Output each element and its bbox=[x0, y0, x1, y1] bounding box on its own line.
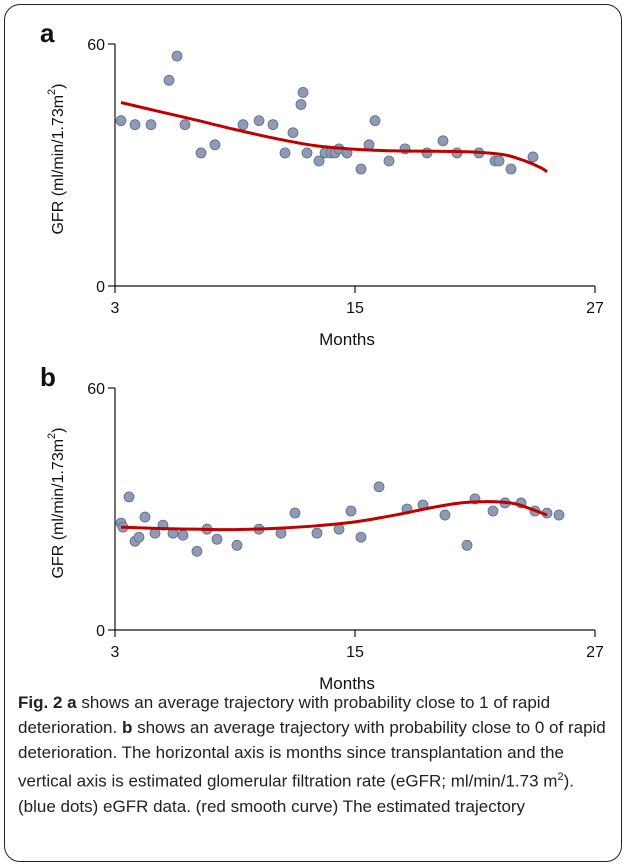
figure-frame bbox=[4, 4, 622, 862]
panel-b-data-point bbox=[191, 545, 203, 557]
panel-b-data-point bbox=[461, 539, 473, 551]
panel-a-data-point bbox=[163, 74, 175, 86]
panel-a-data-point bbox=[297, 87, 309, 98]
panel-a-data-point bbox=[267, 119, 279, 131]
panel-a-data-point bbox=[115, 115, 127, 127]
panel-a-y-axis-label: GFR (ml/min/1.73m2) bbox=[46, 83, 67, 234]
panel-a-label: a bbox=[40, 18, 55, 48]
panel-a-data-point bbox=[301, 147, 313, 159]
panel-b-trajectory-curve bbox=[120, 500, 548, 532]
panel-b-data-point bbox=[373, 481, 385, 493]
panel-b-y-tick-label-60: 60 bbox=[87, 381, 105, 398]
caption-b-label: b bbox=[121, 718, 133, 737]
panel-a-data-point bbox=[237, 119, 249, 131]
panel-a-data-point bbox=[493, 155, 505, 167]
panel-b-data-point bbox=[139, 511, 151, 523]
panel-a-x-tick-label-3: 3 bbox=[111, 300, 120, 317]
panel-b-data-point bbox=[487, 505, 499, 517]
panel-a-data-point bbox=[129, 119, 141, 131]
panel-a-data-point bbox=[505, 163, 517, 175]
panel-b-data-point bbox=[289, 507, 301, 519]
panel-a-x-tick-label-27: 27 bbox=[586, 300, 604, 317]
panel-a-data-point bbox=[421, 147, 433, 159]
caption-a-text: shows an average trajectory with probabi… bbox=[18, 693, 551, 737]
panel-a-x-tick-label-15: 15 bbox=[346, 300, 364, 317]
panel-a-data-point bbox=[363, 139, 375, 151]
panel-a-data-point bbox=[253, 115, 265, 127]
panel-a-data-point bbox=[369, 115, 381, 127]
panel-a-data-point bbox=[355, 163, 367, 175]
panel-a-data-point bbox=[145, 119, 157, 131]
caption-a-label: a bbox=[67, 693, 77, 712]
caption-b-text: shows an average trajectory with probabi… bbox=[18, 718, 606, 791]
panel-a-data-point bbox=[209, 139, 221, 151]
figure-caption: Fig. 2 a shows an average trajectory wit… bbox=[18, 690, 610, 819]
panel-b-data-point bbox=[333, 523, 345, 535]
panel-b-y-axis-label: GFR (ml/min/1.73m2) bbox=[46, 427, 67, 578]
panel-b-data-point bbox=[345, 505, 357, 517]
panel-b-data-point bbox=[133, 531, 145, 543]
panel-a-data-point bbox=[279, 147, 291, 159]
panel-b-data-point bbox=[231, 539, 243, 551]
panel-a-data-point bbox=[313, 155, 325, 167]
panel-a-data-point bbox=[437, 135, 449, 147]
panel-a-data-point bbox=[195, 147, 207, 159]
panel-b-data-point bbox=[311, 527, 323, 539]
panel-b-x-tick-label-15: 15 bbox=[346, 644, 364, 661]
panel-b-data-point bbox=[439, 509, 451, 521]
panel-b-data-point bbox=[123, 491, 135, 503]
figure-svg: a 0 60 3 15 27 Months GFR (ml/min/1.73m2) b 0 60 3 1… bbox=[40, 18, 604, 690]
panel-a-y-tick-label-60: 60 bbox=[87, 37, 105, 54]
panel-a-x-axis-label: Months bbox=[319, 330, 375, 349]
panel-b-data-point bbox=[177, 529, 189, 541]
panel-a-data-point bbox=[383, 155, 395, 167]
panel-b-data-point bbox=[355, 531, 367, 543]
caption-b-tail: ). (blue dots) eGFR data. (red smooth cu… bbox=[18, 771, 574, 816]
panel-b-data-point bbox=[553, 509, 565, 521]
panel-b-y-tick-label-0: 0 bbox=[96, 623, 105, 640]
panel-b-x-axis-label: Months bbox=[319, 674, 375, 690]
panel-a-data-point bbox=[171, 50, 183, 62]
panel-b-x-tick-label-27: 27 bbox=[586, 644, 604, 661]
panel-b-label: b bbox=[40, 362, 56, 392]
panel-a-y-tick-label-0: 0 bbox=[96, 279, 105, 296]
caption-fig-label: Fig. 2 bbox=[18, 693, 63, 712]
panel-b-data-point bbox=[211, 533, 223, 545]
panel-a-data-point bbox=[179, 119, 191, 131]
panel-a-data-point bbox=[287, 127, 299, 139]
panel-b-x-tick-label-3: 3 bbox=[111, 644, 120, 661]
caption-b-sup: 2 bbox=[557, 771, 564, 783]
panel-a-data-point bbox=[295, 99, 307, 110]
panel-a-data-point bbox=[527, 151, 539, 163]
panel-a-trajectory-curve bbox=[120, 101, 548, 174]
